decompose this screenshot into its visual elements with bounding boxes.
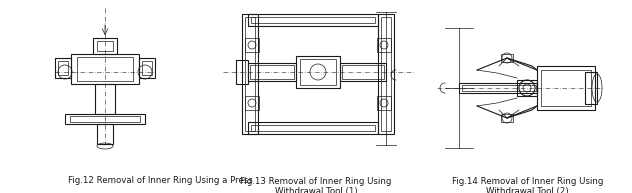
Bar	[97, 41, 113, 51]
Bar	[378, 14, 394, 134]
Bar	[537, 66, 595, 110]
Bar	[250, 65, 294, 79]
Bar	[97, 124, 113, 144]
Bar	[340, 63, 386, 81]
Bar	[541, 70, 591, 106]
Bar	[245, 96, 259, 110]
Bar	[251, 17, 375, 23]
Bar	[248, 122, 378, 134]
Text: Fig.12 Removal of Inner Ring Using a Press: Fig.12 Removal of Inner Ring Using a Pre…	[68, 176, 253, 185]
Bar	[377, 96, 391, 110]
Bar	[236, 60, 248, 84]
Bar	[242, 14, 258, 134]
Bar	[245, 17, 255, 131]
Bar	[251, 125, 375, 131]
Bar	[248, 63, 296, 81]
Bar	[381, 17, 391, 131]
Bar	[296, 56, 340, 88]
Bar	[342, 65, 384, 79]
Bar	[71, 54, 139, 84]
Bar	[77, 57, 133, 81]
Bar	[55, 58, 71, 78]
Bar	[517, 80, 537, 96]
Bar	[65, 114, 145, 124]
Bar	[95, 84, 115, 114]
Bar	[462, 85, 536, 91]
Bar	[300, 59, 336, 85]
Bar	[93, 38, 117, 54]
Text: Fig.13 Removal of Inner Ring Using
Withdrawal Tool (1): Fig.13 Removal of Inner Ring Using Withd…	[240, 177, 392, 193]
Bar	[501, 54, 513, 62]
Bar	[585, 72, 597, 104]
Bar	[248, 14, 378, 26]
Bar	[58, 61, 68, 75]
Bar	[245, 38, 259, 52]
Bar	[377, 38, 391, 52]
Bar	[70, 116, 140, 122]
Bar	[139, 58, 155, 78]
Bar	[501, 114, 513, 122]
Bar	[142, 61, 152, 75]
Bar	[459, 83, 537, 93]
Text: Fig.14 Removal of Inner Ring Using
Withdrawal Tool (2): Fig.14 Removal of Inner Ring Using Withd…	[452, 177, 604, 193]
